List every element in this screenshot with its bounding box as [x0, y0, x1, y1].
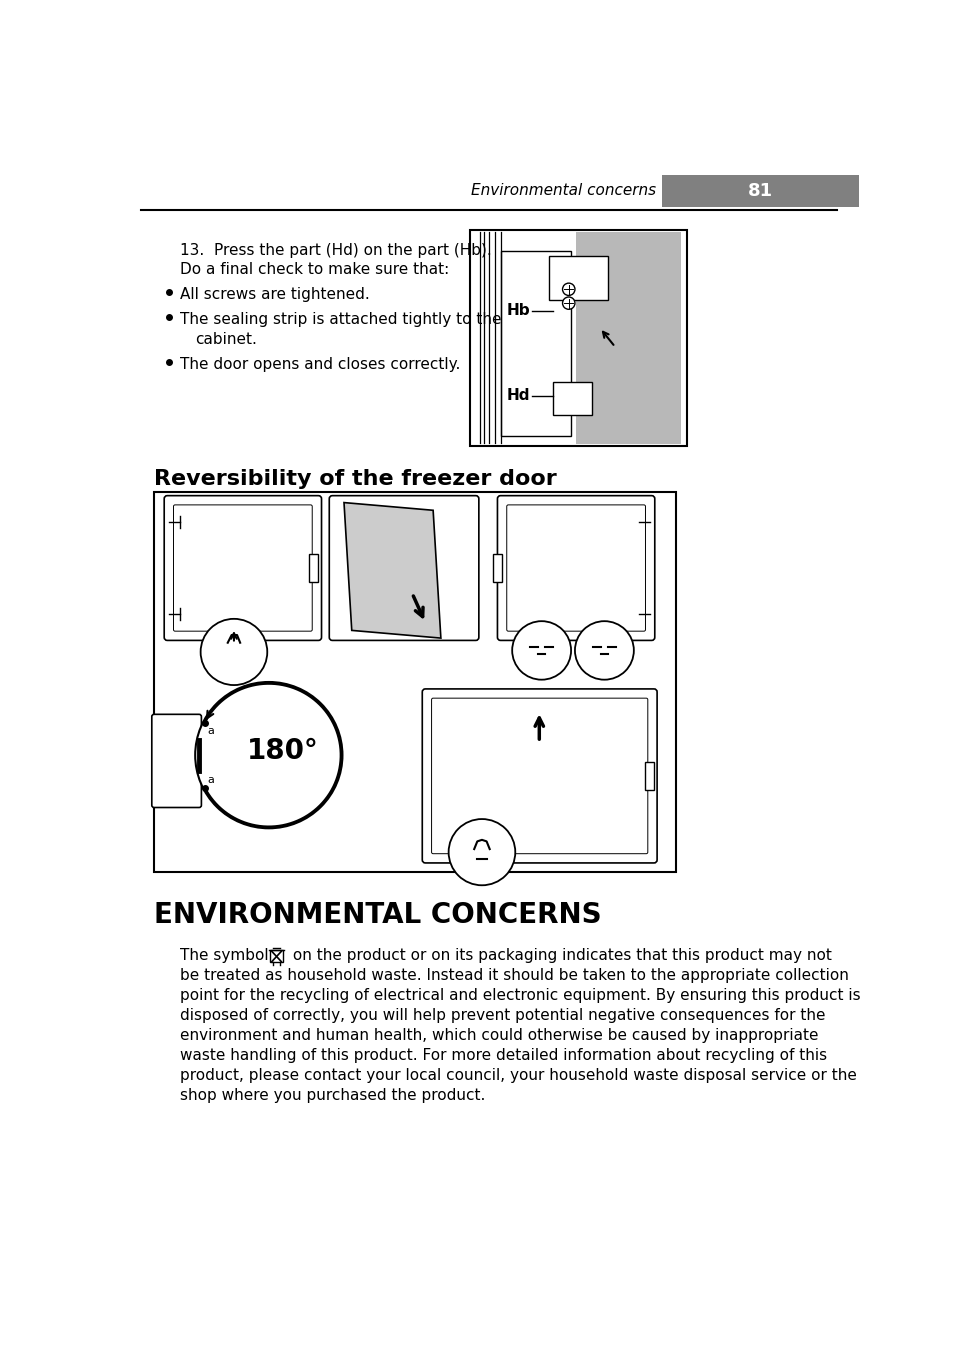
Bar [644, 763, 654, 790]
Bar [576, 231, 680, 443]
Text: Environmental concerns: Environmental concerns [471, 184, 656, 199]
Bar [470, 230, 686, 446]
Text: be treated as household waste. Instead it should be taken to the appropriate col: be treated as household waste. Instead i… [179, 968, 847, 983]
Circle shape [575, 621, 633, 680]
Text: Do a final check to make sure that:: Do a final check to make sure that: [179, 262, 449, 277]
Text: 81: 81 [747, 181, 772, 200]
Text: a: a [208, 775, 214, 784]
FancyBboxPatch shape [661, 174, 858, 207]
Text: a: a [208, 726, 214, 735]
Text: ENVIRONMENTAL CONCERNS: ENVIRONMENTAL CONCERNS [154, 902, 601, 929]
Bar [309, 554, 318, 581]
Text: disposed of correctly, you will help prevent potential negative consequences for: disposed of correctly, you will help pre… [179, 1007, 824, 1022]
FancyBboxPatch shape [173, 504, 312, 631]
Circle shape [195, 681, 342, 829]
Text: shop where you purchased the product.: shop where you purchased the product. [179, 1088, 484, 1103]
Bar [493, 554, 501, 581]
Text: point for the recycling of electrical and electronic equipment. By ensuring this: point for the recycling of electrical an… [179, 988, 860, 1003]
Text: The sealing strip is attached tightly to the: The sealing strip is attached tightly to… [179, 312, 500, 327]
Polygon shape [344, 503, 440, 638]
Text: All screws are tightened.: All screws are tightened. [179, 287, 369, 301]
Circle shape [512, 621, 571, 680]
Text: on the product or on its packaging indicates that this product may not: on the product or on its packaging indic… [288, 948, 831, 963]
Text: product, please contact your local council, your household waste disposal servic: product, please contact your local counc… [179, 1068, 856, 1083]
Bar [270, 950, 282, 963]
FancyBboxPatch shape [506, 504, 645, 631]
Bar [500, 250, 571, 435]
FancyBboxPatch shape [329, 496, 478, 641]
FancyBboxPatch shape [431, 698, 647, 853]
Text: Reversibility of the freezer door: Reversibility of the freezer door [154, 469, 557, 488]
FancyBboxPatch shape [164, 496, 321, 641]
Text: The door opens and closes correctly.: The door opens and closes correctly. [179, 357, 459, 372]
FancyBboxPatch shape [422, 690, 657, 863]
FancyBboxPatch shape [548, 256, 608, 300]
Text: environment and human health, which could otherwise be caused by inappropriate: environment and human health, which coul… [179, 1028, 818, 1042]
Bar [154, 492, 675, 872]
Bar [553, 383, 592, 415]
Circle shape [200, 619, 267, 685]
Circle shape [562, 283, 575, 296]
Circle shape [448, 819, 515, 886]
Text: cabinet.: cabinet. [195, 331, 256, 346]
Circle shape [562, 297, 575, 310]
Text: 180°: 180° [247, 737, 318, 765]
Text: The symbol: The symbol [179, 948, 268, 963]
Text: 13.  Press the part (Hd) on the part (Hb).: 13. Press the part (Hd) on the part (Hb)… [179, 243, 491, 258]
FancyBboxPatch shape [152, 714, 201, 807]
Text: waste handling of this product. For more detailed information about recycling of: waste handling of this product. For more… [179, 1048, 826, 1063]
Text: Hb: Hb [506, 303, 530, 318]
Text: Hd: Hd [506, 388, 530, 403]
FancyBboxPatch shape [497, 496, 654, 641]
